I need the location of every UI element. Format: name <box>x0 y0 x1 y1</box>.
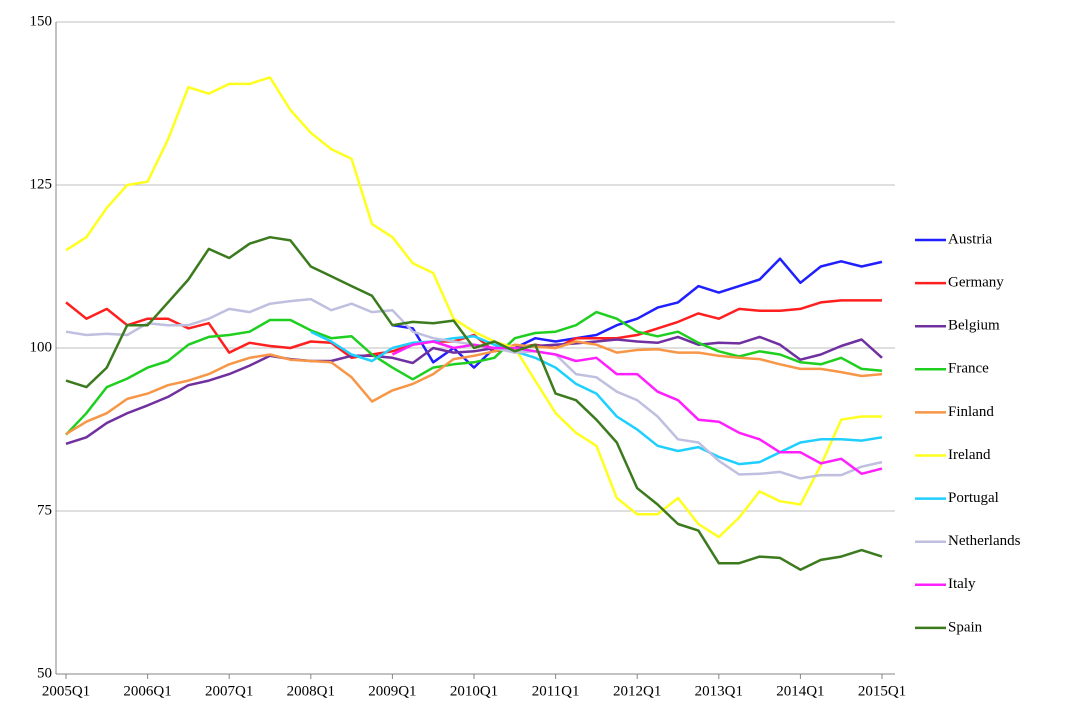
legend-label: Spain <box>948 619 983 635</box>
line-series <box>65 340 883 436</box>
legend-label: Germany <box>948 275 1004 291</box>
line-series <box>65 297 883 480</box>
line-series <box>392 257 883 369</box>
legend-label: France <box>948 361 989 377</box>
line-series <box>310 330 883 466</box>
line-series <box>65 76 882 539</box>
x-tick-label: 2012Q1 <box>613 683 661 699</box>
x-tick-label: 2014Q1 <box>776 683 824 699</box>
y-tick-label: 50 <box>37 665 52 681</box>
x-tick-label: 2015Q1 <box>858 683 906 699</box>
legend-label: Finland <box>948 404 994 420</box>
x-tick-label: 2005Q1 <box>42 683 90 699</box>
line-series <box>391 340 883 476</box>
x-tick-label: 2011Q1 <box>532 683 580 699</box>
y-tick-label: 125 <box>30 176 53 192</box>
x-tick-label: 2013Q1 <box>695 683 743 699</box>
line-series <box>65 235 883 571</box>
y-tick-label: 150 <box>30 13 53 29</box>
x-tick-label: 2006Q1 <box>123 683 171 699</box>
x-tick-label: 2008Q1 <box>287 683 335 699</box>
legend-label: Portugal <box>948 490 999 506</box>
legend-label: Italy <box>948 576 976 592</box>
line-series <box>65 299 882 360</box>
legend-label: Ireland <box>948 447 991 463</box>
x-tick-label: 2009Q1 <box>368 683 416 699</box>
line-series <box>65 310 883 436</box>
legend-label: Belgium <box>948 318 1000 334</box>
x-tick-label: 2007Q1 <box>205 683 253 699</box>
y-tick-label: 75 <box>37 502 52 518</box>
y-tick-label: 100 <box>30 339 53 355</box>
x-tick-label: 2010Q1 <box>450 683 498 699</box>
line-series <box>65 335 883 445</box>
legend-label: Netherlands <box>948 533 1021 549</box>
legend-label: Austria <box>948 231 993 247</box>
